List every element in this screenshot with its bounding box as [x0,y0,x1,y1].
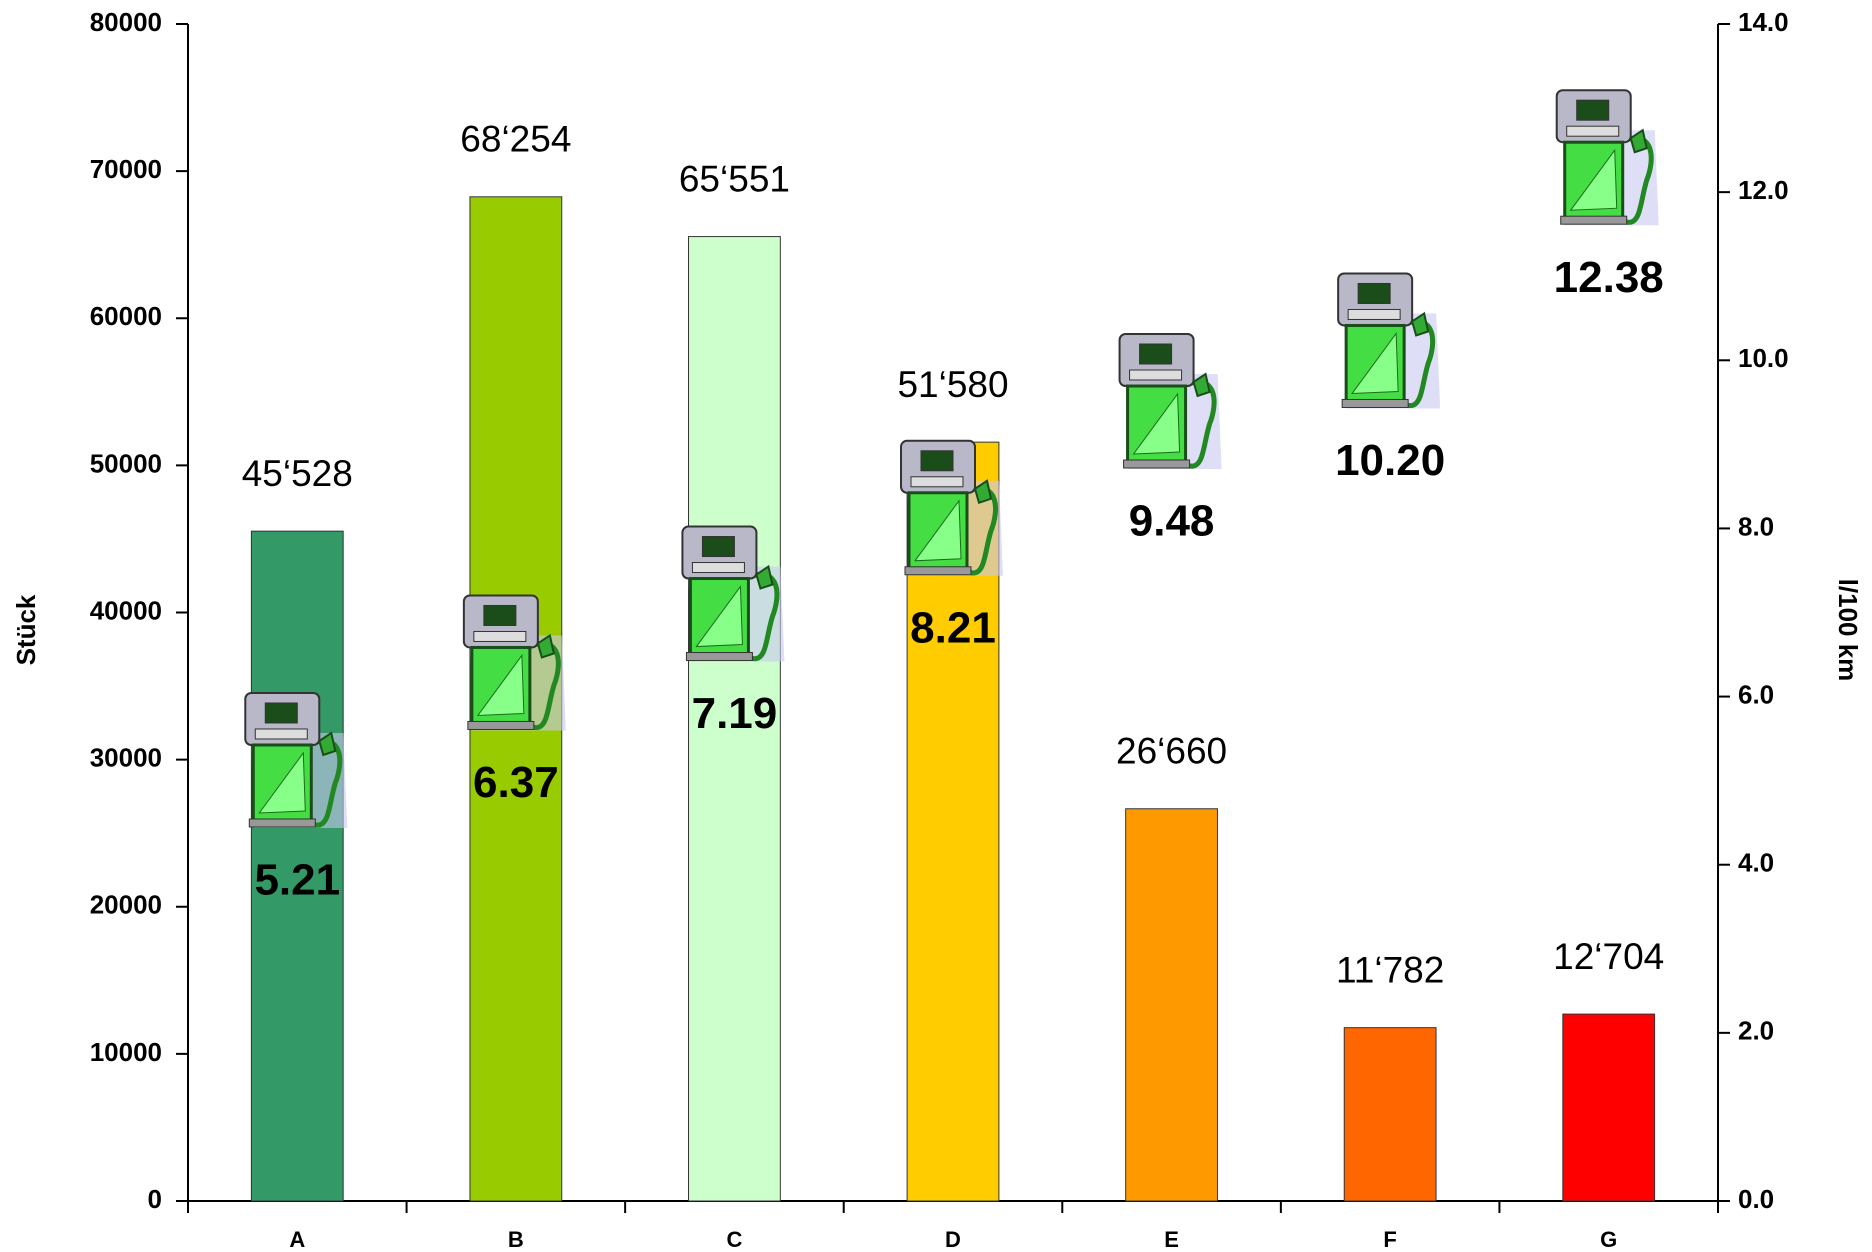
pump-nozzle [755,564,774,590]
fuel-pump [900,439,1003,576]
bar-value-label: 12‘704 [1553,936,1664,977]
bar [1562,1013,1656,1202]
pump-glare [1569,148,1618,211]
pump-sign [1347,308,1401,320]
pump-display [264,702,298,724]
y-tick-label: 40000 [90,595,162,625]
bar-value-label: 26‘660 [1116,731,1227,772]
consumption-label: 7.19 [692,689,778,738]
pump-display [483,604,517,626]
consumption-label: 12.38 [1554,253,1664,302]
pump-nozzle [318,731,337,757]
fuel-pump [1555,89,1659,226]
pump-base [1560,215,1628,225]
pump-sign [1129,369,1183,381]
pump-nozzle [536,633,556,659]
x-tick-label: A [289,1227,305,1252]
pump-sign [254,728,308,740]
fuel-pump [462,594,566,731]
pump-display [1357,282,1391,304]
pump-nozzle [1410,311,1430,337]
y2-tick-label: 8.0 [1738,511,1774,541]
x-tick-label: G [1600,1227,1617,1252]
y-tick-label: 0 [148,1184,162,1214]
pump-glare [476,654,525,717]
pump-nozzle [973,479,993,505]
pump-base [685,652,753,662]
pump-base [467,720,535,730]
fuel-pump [244,691,348,828]
y-axis-title: Stück [11,594,41,665]
pump-base [1341,398,1409,408]
x-tick-label: C [726,1227,742,1252]
bar-value-label: 51‘580 [897,364,1008,405]
pump-display [1139,343,1173,365]
pump-display [1576,99,1610,121]
pump-sign [910,476,964,488]
bar [688,236,781,1202]
pump-sign [691,562,745,574]
pump-glare [913,499,962,562]
y2-tick-label: 6.0 [1738,679,1774,709]
pump-sign [1566,125,1620,137]
bar-value-label: 45‘528 [242,453,353,494]
bar-value-label: 68‘254 [460,119,571,160]
y-tick-label: 20000 [90,890,162,920]
pump-display [920,450,954,472]
consumption-label: 10.20 [1335,436,1445,485]
pump-base [904,566,972,576]
y-tick-label: 50000 [90,448,162,478]
x-tick-label: B [508,1227,524,1252]
y2-tick-label: 14.0 [1738,7,1789,37]
y-tick-label: 10000 [90,1037,162,1067]
consumption-label: 5.21 [254,856,340,905]
x-tick-label: E [1164,1227,1179,1252]
y-tick-label: 30000 [90,743,162,773]
bar [1125,808,1218,1202]
consumption-label: 9.48 [1129,497,1215,546]
consumption-label: 6.37 [473,758,559,807]
pump-glare [1132,392,1181,455]
y2-tick-label: 4.0 [1738,848,1774,878]
pump-glare [695,585,743,648]
pump-nozzle [1192,372,1211,398]
y2-tick-label: 10.0 [1738,343,1789,373]
bar [1343,1027,1437,1202]
y-tick-label: 80000 [90,7,162,37]
pump-nozzle [1629,128,1648,154]
bar-value-label: 11‘782 [1336,949,1444,990]
x-tick-label: D [945,1227,961,1252]
pump-glare [258,751,306,814]
fuel-pump [681,525,785,662]
pump-glare [1351,332,1399,395]
consumption-label: 8.21 [910,603,996,652]
pump-base [248,818,316,828]
y2-tick-label: 2.0 [1738,1016,1774,1046]
fuel-pump [1118,333,1222,470]
bar-value-label: 65‘551 [679,158,790,199]
y2-tick-label: 12.0 [1738,175,1789,205]
y-tick-label: 60000 [90,301,162,331]
fuel-pump [1337,272,1441,409]
pump-base [1123,459,1191,469]
x-tick-label: F [1383,1227,1396,1252]
bar [250,530,344,1202]
pump-display [701,536,735,558]
y2-tick-label: 0.0 [1738,1184,1774,1214]
y2-axis-title: l/100 km [1833,579,1863,682]
pump-sign [473,630,527,642]
y-tick-label: 70000 [90,154,162,184]
